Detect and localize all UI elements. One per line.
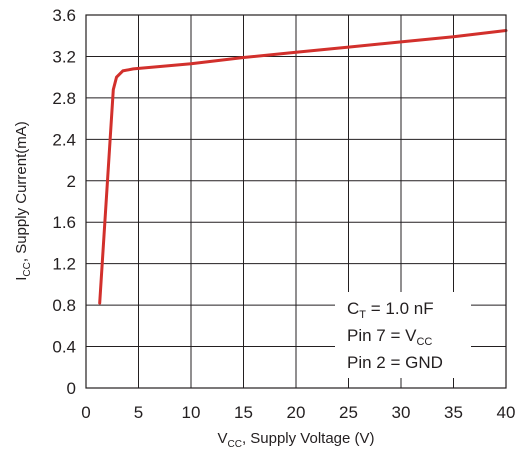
y-tick-label: 2.8: [52, 89, 76, 108]
series-layer: [98, 29, 508, 305]
annotation-box: [335, 292, 471, 378]
x-tick-label: 35: [444, 403, 463, 422]
y-axis-label: ICC, Supply Current(mA): [13, 121, 33, 281]
x-tick-label: 10: [182, 403, 201, 422]
grid-lines: [85, 14, 507, 389]
x-tick-label: 40: [497, 403, 516, 422]
plot-frame: [85, 14, 507, 389]
y-tick-label: 1.6: [52, 213, 76, 232]
x-tick-label: 25: [339, 403, 358, 422]
y-tick-label: 0.4: [52, 338, 76, 357]
y-tick-label: 2: [67, 172, 76, 191]
y-tick-label: 3.2: [52, 47, 76, 66]
annotation-pin2: Pin 2 = GND: [347, 353, 443, 372]
supply-current-line: [98, 29, 508, 305]
x-tick-label: 20: [287, 403, 306, 422]
annotation-ct: CT = 1.0 nF: [347, 299, 434, 321]
tick-labels: 0 5 10 15 20 25 30 35 40 0 0.4 0.8 1.2 1.6 2 2.4 2.8 3.2 3…: [52, 6, 515, 422]
x-tick-label: 30: [392, 403, 411, 422]
x-axis-label: VCC, Supply Voltage (V): [217, 430, 374, 450]
annotation-pin7: Pin 7 = VCC: [347, 326, 432, 348]
y-tick-label: 0: [67, 379, 76, 398]
y-tick-label: 3.6: [52, 6, 76, 25]
x-tick-label: 0: [81, 403, 90, 422]
y-tick-label: 1.2: [52, 255, 76, 274]
x-tick-label: 15: [234, 403, 253, 422]
conditions-annotation: CT = 1.0 nF Pin 7 = VCC Pin 2 = GND: [347, 299, 443, 372]
y-tick-label: 2.4: [52, 130, 76, 149]
y-tick-label: 0.8: [52, 296, 76, 315]
x-tick-label: 5: [134, 403, 143, 422]
